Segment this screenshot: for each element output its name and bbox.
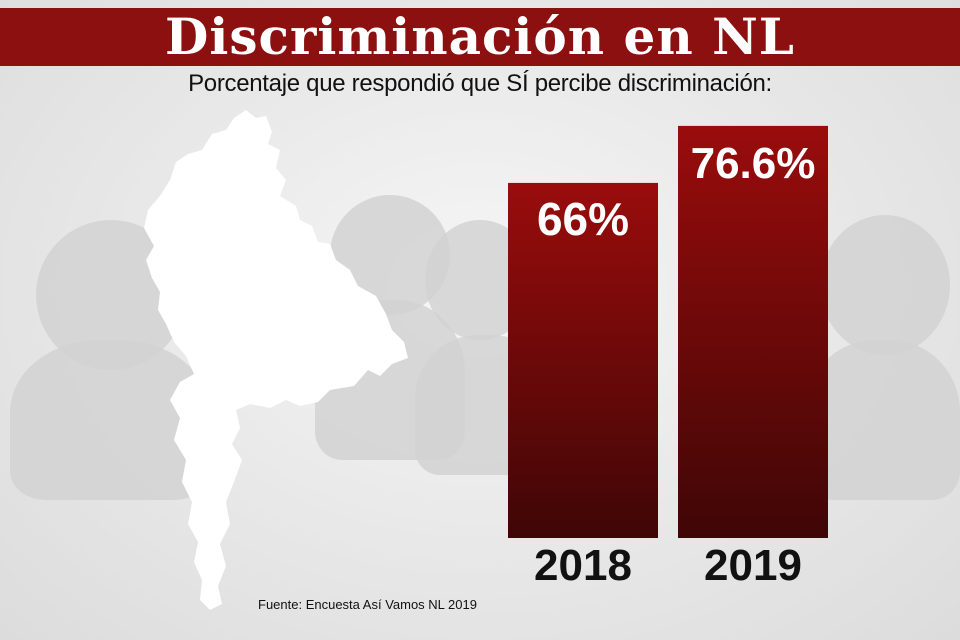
source-note: Fuente: Encuesta Así Vamos NL 2019 (258, 597, 477, 612)
bar-2018 (508, 182, 658, 539)
data-label-2019: 76.6% (691, 139, 816, 188)
pawn-figure-body (10, 340, 210, 500)
pawn-figure-body (805, 340, 960, 500)
pawn-figure-head (820, 215, 950, 355)
bar-2019 (678, 125, 828, 538)
nuevo-leon-map-silhouette (144, 110, 408, 610)
data-label-2018: 66% (537, 193, 629, 245)
category-label-2019: 2019 (704, 541, 802, 590)
chart-subtitle: Porcentaje que respondió que SÍ percibe … (188, 70, 772, 97)
title-bar (0, 8, 960, 66)
chart-title: Discriminación en NL (165, 7, 795, 66)
category-label-2018: 2018 (534, 541, 632, 590)
